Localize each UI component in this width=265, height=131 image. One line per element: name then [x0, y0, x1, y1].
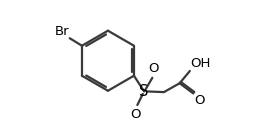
Text: O: O	[194, 94, 205, 107]
Text: O: O	[131, 108, 141, 121]
Text: S: S	[139, 84, 149, 99]
Text: O: O	[148, 62, 159, 75]
Text: OH: OH	[191, 57, 211, 70]
Text: Br: Br	[54, 24, 69, 37]
